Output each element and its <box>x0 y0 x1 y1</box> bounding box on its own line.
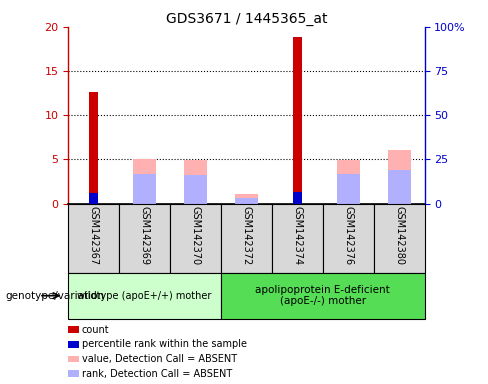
Bar <box>89 92 99 204</box>
Bar <box>337 160 360 204</box>
Bar <box>293 38 302 204</box>
Bar <box>235 198 258 204</box>
Text: rank, Detection Call = ABSENT: rank, Detection Call = ABSENT <box>82 369 232 379</box>
Text: GSM142374: GSM142374 <box>292 206 303 265</box>
Bar <box>89 194 99 204</box>
Bar <box>235 194 258 204</box>
Bar <box>387 170 410 204</box>
Text: value, Detection Call = ABSENT: value, Detection Call = ABSENT <box>82 354 237 364</box>
Bar <box>133 174 156 204</box>
Text: percentile rank within the sample: percentile rank within the sample <box>82 339 247 349</box>
Bar <box>184 160 207 204</box>
Text: apolipoprotein E-deficient
(apoE-/-) mother: apolipoprotein E-deficient (apoE-/-) mot… <box>255 285 390 306</box>
Text: genotype/variation: genotype/variation <box>5 291 104 301</box>
Text: GSM142369: GSM142369 <box>140 206 150 265</box>
Title: GDS3671 / 1445365_at: GDS3671 / 1445365_at <box>166 12 327 26</box>
Text: count: count <box>82 325 110 335</box>
Text: GSM142372: GSM142372 <box>242 206 251 265</box>
Text: GSM142376: GSM142376 <box>343 206 353 265</box>
Text: GSM142367: GSM142367 <box>89 206 99 265</box>
Bar <box>337 174 360 204</box>
Text: GSM142370: GSM142370 <box>190 206 201 265</box>
Bar <box>293 192 302 204</box>
Bar <box>184 175 207 204</box>
Bar <box>133 159 156 204</box>
Bar <box>387 150 410 204</box>
Text: GSM142380: GSM142380 <box>394 206 404 265</box>
Text: wildtype (apoE+/+) mother: wildtype (apoE+/+) mother <box>78 291 212 301</box>
